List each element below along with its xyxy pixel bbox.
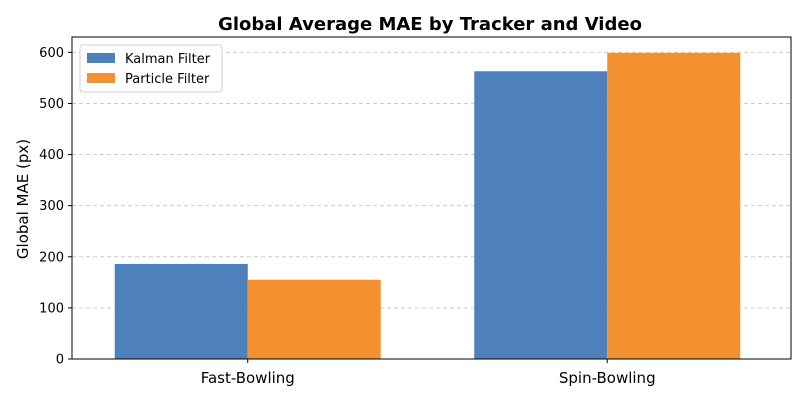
bar-particle-filter-fast-bowling bbox=[247, 279, 381, 359]
bar-kalman-filter-spin-bowling bbox=[474, 71, 608, 359]
y-tick-label: 500 bbox=[39, 97, 64, 112]
y-tick-label: 0 bbox=[56, 353, 64, 368]
chart-title: Global Average MAE by Tracker and Video bbox=[218, 14, 642, 35]
bar-kalman-filter-fast-bowling bbox=[114, 263, 248, 359]
legend-box bbox=[79, 44, 223, 93]
y-tick-label: 300 bbox=[39, 199, 64, 214]
y-tick-label: 400 bbox=[39, 148, 64, 163]
bar-particle-filter-spin-bowling bbox=[607, 52, 741, 359]
legend-swatch bbox=[87, 73, 115, 83]
x-tick-label: Fast-Bowling bbox=[201, 369, 295, 387]
legend: Kalman Filter Particle Filter bbox=[79, 44, 223, 93]
y-axis-label: Global MAE (px) bbox=[14, 139, 32, 259]
x-tick-label: Spin-Bowling bbox=[559, 369, 656, 387]
legend-label: Kalman Filter bbox=[125, 52, 211, 67]
axes bbox=[71, 36, 792, 360]
bars bbox=[114, 52, 741, 359]
axes-frame bbox=[71, 36, 792, 360]
y-axis-ticks: 0 100 200 300 400 500 600 bbox=[39, 46, 72, 368]
x-axis-ticks: Fast-Bowling Spin-Bowling bbox=[201, 359, 656, 387]
legend-label: Particle Filter bbox=[125, 72, 210, 87]
y-tick-label: 600 bbox=[39, 46, 64, 61]
y-tick-label: 200 bbox=[39, 250, 64, 265]
y-tick-label: 100 bbox=[39, 301, 64, 316]
legend-swatch bbox=[87, 53, 115, 63]
